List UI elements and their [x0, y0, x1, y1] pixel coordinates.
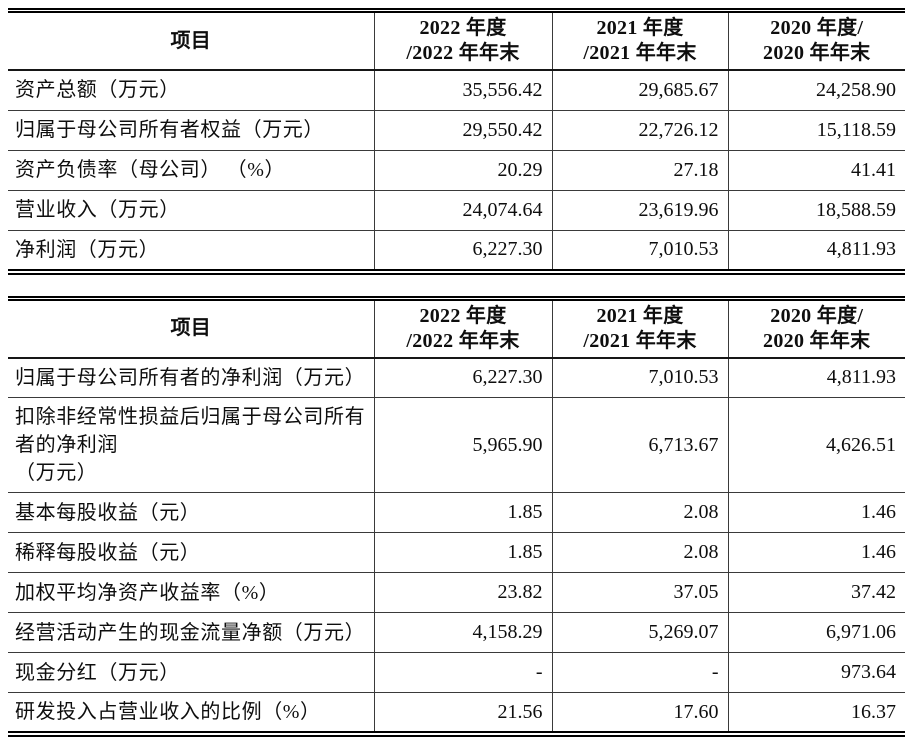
column-header-2021: 2021 年度 /2021 年年末: [552, 298, 728, 358]
table-row: 加权平均净资产收益率（%） 23.82 37.05 37.42: [8, 573, 905, 613]
table-row: 现金分红（万元） - - 973.64: [8, 653, 905, 693]
cell-value-2020: 4,811.93: [728, 358, 905, 398]
cell-value-2021: 5,269.07: [552, 613, 728, 653]
key-financials-table: 项目 2022 年度 /2022 年年末 2021 年度 /2021 年年末 2…: [8, 8, 905, 275]
cell-value-2020: 1.46: [728, 533, 905, 573]
cell-value-2022: 21.56: [374, 693, 552, 735]
header-row: 项目 2022 年度 /2022 年年末 2021 年度 /2021 年年末 2…: [8, 11, 905, 71]
cell-value-2020: 24,258.90: [728, 70, 905, 110]
cell-value-2020: 4,811.93: [728, 230, 905, 272]
cell-value-2022: 1.85: [374, 533, 552, 573]
cell-value-2020: 4,626.51: [728, 398, 905, 493]
table-row: 经营活动产生的现金流量净额（万元） 4,158.29 5,269.07 6,97…: [8, 613, 905, 653]
table-row: 归属于母公司所有者的净利润（万元） 6,227.30 7,010.53 4,81…: [8, 358, 905, 398]
cell-value-2021: 7,010.53: [552, 230, 728, 272]
cell-value-2021: -: [552, 653, 728, 693]
table-row: 净利润（万元） 6,227.30 7,010.53 4,811.93: [8, 230, 905, 272]
cell-value-2021: 27.18: [552, 150, 728, 190]
cell-value-2021: 2.08: [552, 533, 728, 573]
cell-value-2021: 29,685.67: [552, 70, 728, 110]
row-label: 营业收入（万元）: [8, 190, 374, 230]
table-row: 基本每股收益（元） 1.85 2.08 1.46: [8, 493, 905, 533]
table-row: 研发投入占营业收入的比例（%） 21.56 17.60 16.37: [8, 693, 905, 735]
cell-value-2022: 20.29: [374, 150, 552, 190]
row-label: 归属于母公司所有者权益（万元）: [8, 110, 374, 150]
row-label: 资产总额（万元）: [8, 70, 374, 110]
cell-value-2021: 17.60: [552, 693, 728, 735]
table-row: 稀释每股收益（元） 1.85 2.08 1.46: [8, 533, 905, 573]
row-label: 研发投入占营业收入的比例（%）: [8, 693, 374, 735]
row-label: 资产负债率（母公司） （%）: [8, 150, 374, 190]
cell-value-2021: 22,726.12: [552, 110, 728, 150]
table-row: 资产负债率（母公司） （%） 20.29 27.18 41.41: [8, 150, 905, 190]
table-row: 扣除非经常性损益后归属于母公司所有者的净利润 （万元） 5,965.90 6,7…: [8, 398, 905, 493]
cell-value-2020: 6,971.06: [728, 613, 905, 653]
row-label: 稀释每股收益（元）: [8, 533, 374, 573]
table-row: 资产总额（万元） 35,556.42 29,685.67 24,258.90: [8, 70, 905, 110]
header-row: 项目 2022 年度 /2022 年年末 2021 年度 /2021 年年末 2…: [8, 298, 905, 358]
cell-value-2021: 2.08: [552, 493, 728, 533]
row-label: 基本每股收益（元）: [8, 493, 374, 533]
column-header-2021: 2021 年度 /2021 年年末: [552, 11, 728, 71]
cell-value-2022: 4,158.29: [374, 613, 552, 653]
row-label: 加权平均净资产收益率（%）: [8, 573, 374, 613]
cell-value-2022: 1.85: [374, 493, 552, 533]
cell-value-2022: 5,965.90: [374, 398, 552, 493]
column-header-2020: 2020 年度/ 2020 年年末: [728, 11, 905, 71]
row-label: 净利润（万元）: [8, 230, 374, 272]
row-label: 现金分红（万元）: [8, 653, 374, 693]
column-header-2020: 2020 年度/ 2020 年年末: [728, 298, 905, 358]
row-label: 经营活动产生的现金流量净额（万元）: [8, 613, 374, 653]
column-header-2022: 2022 年度 /2022 年年末: [374, 11, 552, 71]
cell-value-2020: 37.42: [728, 573, 905, 613]
cell-value-2022: 29,550.42: [374, 110, 552, 150]
cell-value-2020: 18,588.59: [728, 190, 905, 230]
row-label: 归属于母公司所有者的净利润（万元）: [8, 358, 374, 398]
cell-value-2021: 6,713.67: [552, 398, 728, 493]
cell-value-2021: 37.05: [552, 573, 728, 613]
column-header-item: 项目: [8, 11, 374, 71]
per-share-metrics-table: 项目 2022 年度 /2022 年年末 2021 年度 /2021 年年末 2…: [8, 296, 905, 737]
cell-value-2022: 24,074.64: [374, 190, 552, 230]
cell-value-2020: 16.37: [728, 693, 905, 735]
cell-value-2022: 35,556.42: [374, 70, 552, 110]
cell-value-2022: 6,227.30: [374, 230, 552, 272]
row-label: 扣除非经常性损益后归属于母公司所有者的净利润 （万元）: [8, 398, 374, 493]
cell-value-2021: 23,619.96: [552, 190, 728, 230]
cell-value-2020: 973.64: [728, 653, 905, 693]
cell-value-2021: 7,010.53: [552, 358, 728, 398]
table-row: 归属于母公司所有者权益（万元） 29,550.42 22,726.12 15,1…: [8, 110, 905, 150]
cell-value-2022: -: [374, 653, 552, 693]
column-header-item: 项目: [8, 298, 374, 358]
cell-value-2020: 1.46: [728, 493, 905, 533]
table-row: 营业收入（万元） 24,074.64 23,619.96 18,588.59: [8, 190, 905, 230]
cell-value-2020: 41.41: [728, 150, 905, 190]
cell-value-2020: 15,118.59: [728, 110, 905, 150]
cell-value-2022: 6,227.30: [374, 358, 552, 398]
cell-value-2022: 23.82: [374, 573, 552, 613]
column-header-2022: 2022 年度 /2022 年年末: [374, 298, 552, 358]
